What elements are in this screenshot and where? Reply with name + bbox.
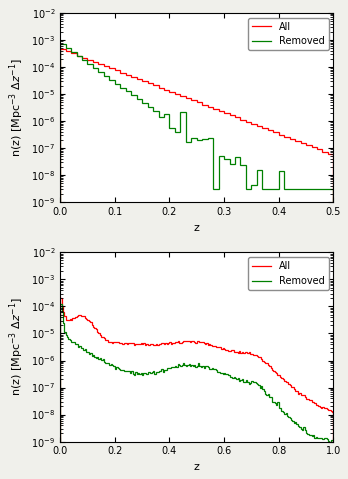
Y-axis label: n(z) [Mpc$^{-3}$ $\Delta z^{-1}$]: n(z) [Mpc$^{-3}$ $\Delta z^{-1}$]	[7, 58, 25, 157]
Legend: All, Removed: All, Removed	[248, 257, 329, 290]
Legend: All, Removed: All, Removed	[248, 18, 329, 50]
Y-axis label: n(z) [Mpc$^{-3}$ $\Delta z^{-1}$]: n(z) [Mpc$^{-3}$ $\Delta z^{-1}$]	[7, 297, 25, 397]
X-axis label: z: z	[194, 223, 200, 233]
X-axis label: z: z	[194, 462, 200, 472]
